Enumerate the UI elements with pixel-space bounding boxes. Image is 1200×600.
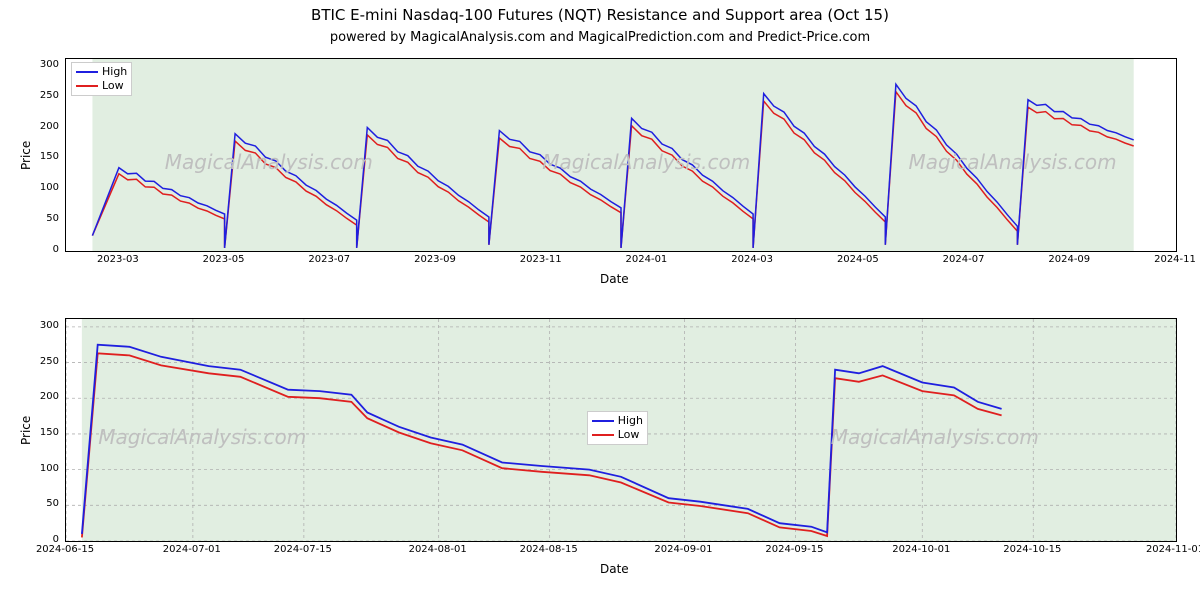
top-y-tick-label: 250 <box>27 90 59 101</box>
bottom-y-tick-label: 200 <box>27 391 59 402</box>
top-y-tick-label: 0 <box>27 244 59 255</box>
bottom-x-tick-label: 2024-09-15 <box>760 544 828 555</box>
chart-title: BTIC E-mini Nasdaq-100 Futures (NQT) Res… <box>0 6 1200 24</box>
bottom-y-tick-label: 100 <box>27 463 59 474</box>
top-x-tick-label: 2023-03 <box>88 254 148 265</box>
top-y-tick-label: 50 <box>27 213 59 224</box>
top-legend: HighLow <box>71 62 132 96</box>
top-x-tick-label: 2023-07 <box>299 254 359 265</box>
top-x-tick-label: 2024-09 <box>1039 254 1099 265</box>
bottom-y-tick-label: 150 <box>27 427 59 438</box>
top-x-tick-label: 2024-01 <box>616 254 676 265</box>
top-y-tick-label: 300 <box>27 59 59 70</box>
legend-label: Low <box>618 428 640 442</box>
top-x-axis-label: Date <box>600 272 629 286</box>
top-x-tick-label: 2023-09 <box>405 254 465 265</box>
bottom-y-tick-label: 250 <box>27 356 59 367</box>
top-x-tick-label: 2024-07 <box>934 254 994 265</box>
bottom-y-tick-label: 50 <box>27 498 59 509</box>
top-y-tick-label: 150 <box>27 151 59 162</box>
bottom-legend: HighLow <box>587 411 648 445</box>
bottom-x-tick-label: 2024-07-15 <box>269 544 337 555</box>
bottom-x-tick-label: 2024-07-01 <box>158 544 226 555</box>
top-x-tick-label: 2023-05 <box>194 254 254 265</box>
legend-label: Low <box>102 79 124 93</box>
top-y-tick-label: 100 <box>27 182 59 193</box>
legend-label: High <box>618 414 643 428</box>
bottom-x-tick-label: 2024-10-01 <box>887 544 955 555</box>
top-x-tick-label: 2024-11 <box>1145 254 1200 265</box>
bottom-x-tick-label: 2024-08-01 <box>404 544 472 555</box>
top-x-tick-label: 2024-05 <box>828 254 888 265</box>
top-chart-panel <box>65 58 1177 252</box>
figure-root: BTIC E-mini Nasdaq-100 Futures (NQT) Res… <box>0 0 1200 600</box>
top-x-tick-label: 2024-03 <box>722 254 782 265</box>
top-x-tick-label: 2023-11 <box>511 254 571 265</box>
bottom-x-axis-label: Date <box>600 562 629 576</box>
bottom-x-tick-label: 2024-09-01 <box>649 544 717 555</box>
bottom-x-tick-label: 2024-06-15 <box>31 544 99 555</box>
bottom-x-tick-label: 2024-10-15 <box>998 544 1066 555</box>
bottom-x-tick-label: 2024-08-15 <box>515 544 583 555</box>
bottom-y-tick-label: 300 <box>27 320 59 331</box>
legend-label: High <box>102 65 127 79</box>
chart-subtitle: powered by MagicalAnalysis.com and Magic… <box>0 30 1200 45</box>
top-y-tick-label: 200 <box>27 121 59 132</box>
bottom-x-tick-label: 2024-11-01 <box>1141 544 1200 555</box>
